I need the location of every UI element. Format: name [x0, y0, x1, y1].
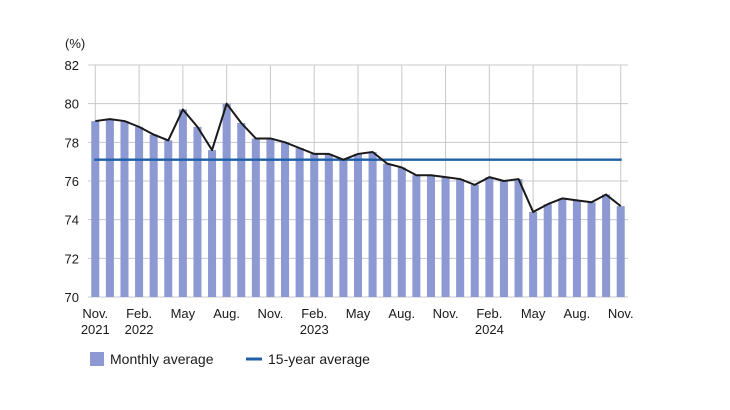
- y-axis: 70 72 74 76 78 80 82: [65, 58, 79, 305]
- x-tick-label: Aug.: [564, 306, 591, 321]
- bar: [251, 138, 260, 297]
- bar: [91, 121, 100, 297]
- bar: [310, 153, 319, 297]
- y-tick-label: 78: [65, 135, 79, 150]
- x-tick-label: Nov.: [82, 306, 108, 321]
- bar: [295, 148, 304, 297]
- bar: [602, 194, 611, 297]
- bar: [441, 177, 450, 297]
- y-tick-label: 82: [65, 58, 79, 73]
- bar: [339, 159, 348, 297]
- bar: [470, 184, 479, 297]
- y-tick-label: 76: [65, 174, 79, 189]
- bar: [397, 167, 406, 297]
- bar: [412, 175, 421, 297]
- bar: [208, 150, 217, 297]
- bar: [368, 152, 377, 297]
- bar: [558, 198, 567, 297]
- x-tick-label: Nov.: [433, 306, 459, 321]
- legend: Monthly average 15-year average: [90, 351, 370, 367]
- x-tick-label: 2022: [125, 322, 154, 337]
- y-tick-label: 74: [65, 213, 79, 228]
- bar: [587, 202, 596, 297]
- x-tick-label: May: [171, 306, 196, 321]
- x-tick-label: May: [521, 306, 546, 321]
- bar: [120, 121, 129, 297]
- bar: [222, 103, 231, 298]
- bar: [353, 153, 363, 297]
- bar: [543, 204, 552, 297]
- bar: [456, 179, 465, 297]
- legend-bar-swatch: [90, 352, 104, 366]
- bar: [499, 181, 508, 297]
- x-tick-label: Aug.: [388, 306, 415, 321]
- y-tick-label: 80: [65, 97, 79, 112]
- x-tick-label: Aug.: [213, 306, 240, 321]
- x-tick-label: Feb.: [476, 306, 502, 321]
- x-tick-label: May: [346, 306, 371, 321]
- x-tick-label: Feb.: [126, 306, 152, 321]
- x-tick-label: Nov.: [608, 306, 634, 321]
- bar: [324, 153, 333, 297]
- monthly-line-layer: [95, 102, 622, 213]
- bar: [281, 142, 290, 297]
- bar: [514, 179, 523, 297]
- x-tick-label: 2024: [475, 322, 504, 337]
- bar: [572, 200, 581, 297]
- x-tick-label: 2023: [300, 322, 329, 337]
- bars: [91, 103, 625, 298]
- y-tick-label: 72: [65, 251, 79, 266]
- x-tick-label: Feb.: [301, 306, 327, 321]
- monthly-average-line: [95, 102, 622, 213]
- bar: [266, 138, 275, 297]
- bar: [383, 163, 392, 297]
- bar: [164, 140, 173, 297]
- bar: [149, 134, 158, 297]
- y-tick-label: 70: [65, 290, 79, 305]
- bar: [178, 109, 187, 297]
- x-tick-label: Nov.: [258, 306, 284, 321]
- bar: [616, 206, 625, 297]
- legend-monthly-label: Monthly average: [110, 351, 214, 367]
- bar: [105, 119, 114, 297]
- x-tick-label: 2021: [81, 322, 110, 337]
- bar: [529, 211, 538, 297]
- bar: [237, 123, 246, 297]
- bar: [485, 177, 494, 297]
- bar: [426, 175, 435, 297]
- legend-fifteen-year-label: 15-year average: [268, 351, 370, 367]
- y-unit-label: (%): [65, 36, 85, 51]
- bar: [193, 126, 202, 297]
- bar: [135, 126, 144, 297]
